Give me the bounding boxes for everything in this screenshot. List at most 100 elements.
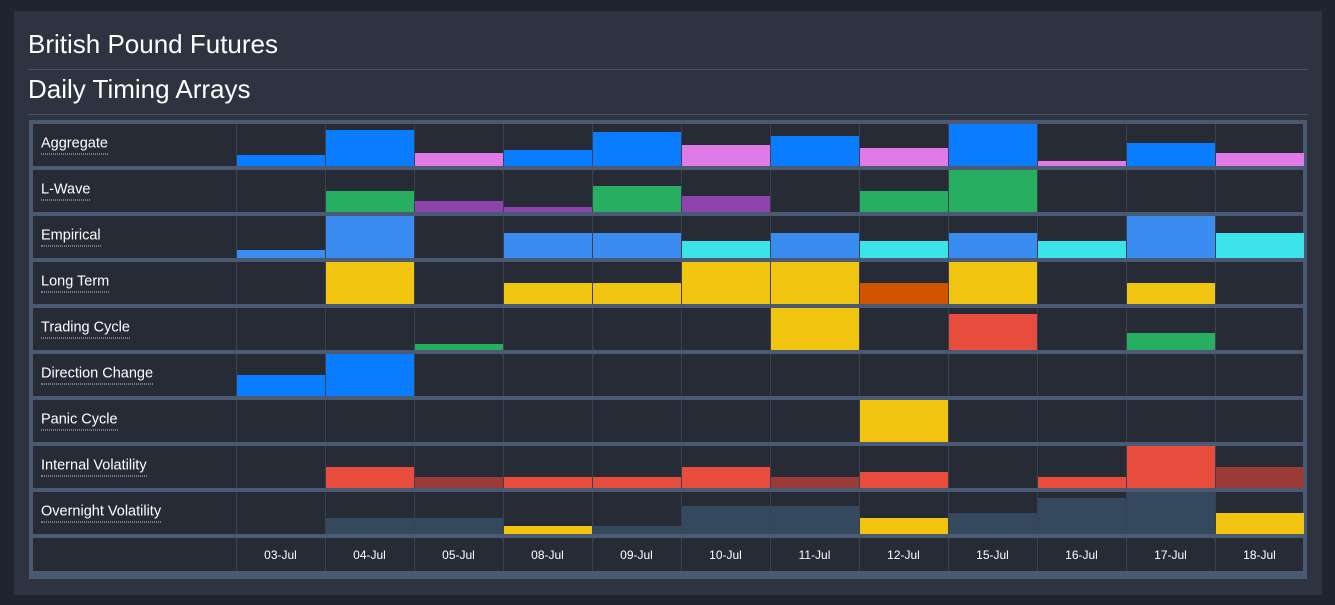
bar-overnight-volatility-17-jul[interactable] [1127,492,1215,534]
bar-overnight-volatility-09-jul[interactable] [593,526,681,534]
bar-long-term-15-jul[interactable] [949,262,1037,304]
row-label-panic-cycle[interactable]: Panic Cycle [41,412,118,431]
bar-empirical-17-jul[interactable] [1127,216,1215,258]
column-divider [1215,124,1216,166]
column-divider [681,538,682,571]
bar-internal-volatility-04-jul[interactable] [326,467,414,488]
bar-l-wave-15-jul[interactable] [949,170,1037,212]
bar-l-wave-05-jul[interactable] [415,201,503,212]
row-label-internal-volatility[interactable]: Internal Volatility [41,458,147,477]
bar-overnight-volatility-04-jul[interactable] [326,518,414,534]
bar-empirical-04-jul[interactable] [326,216,414,258]
bar-long-term-17-jul[interactable] [1127,283,1215,304]
column-divider [592,308,593,350]
column-divider [414,538,415,571]
column-divider [325,124,326,166]
bar-aggregate-18-jul[interactable] [1216,153,1304,166]
bar-long-term-10-jul[interactable] [682,262,770,304]
bar-internal-volatility-16-jul[interactable] [1038,477,1126,488]
bar-overnight-volatility-16-jul[interactable] [1038,498,1126,534]
bar-l-wave-10-jul[interactable] [682,196,770,212]
bar-l-wave-09-jul[interactable] [593,186,681,212]
column-divider [1126,308,1127,350]
bar-empirical-16-jul[interactable] [1038,241,1126,258]
bar-l-wave-04-jul[interactable] [326,191,414,212]
row-label-empirical[interactable]: Empirical [41,228,101,247]
bar-internal-volatility-08-jul[interactable] [504,477,592,488]
row-direction-change: Direction Change [33,354,1303,396]
row-label-aggregate[interactable]: Aggregate [41,136,108,155]
bar-aggregate-03-jul[interactable] [237,155,325,166]
bar-overnight-volatility-05-jul[interactable] [415,518,503,534]
bar-internal-volatility-18-jul[interactable] [1216,467,1304,488]
bar-overnight-volatility-10-jul[interactable] [682,506,770,534]
bar-trading-cycle-17-jul[interactable] [1127,333,1215,350]
bar-internal-volatility-05-jul[interactable] [415,477,503,488]
bar-empirical-08-jul[interactable] [504,233,592,258]
row-label-trading-cycle[interactable]: Trading Cycle [41,320,130,339]
bar-aggregate-04-jul[interactable] [326,130,414,166]
bar-long-term-09-jul[interactable] [593,283,681,304]
bar-internal-volatility-09-jul[interactable] [593,477,681,488]
bar-empirical-12-jul[interactable] [860,241,948,258]
row-label-l-wave[interactable]: L-Wave [41,182,91,201]
bar-empirical-18-jul[interactable] [1216,233,1304,258]
bar-overnight-volatility-12-jul[interactable] [860,518,948,534]
bar-aggregate-12-jul[interactable] [860,148,948,166]
column-divider [503,538,504,571]
column-divider [770,492,771,534]
column-divider [236,216,237,258]
bar-l-wave-08-jul[interactable] [504,207,592,212]
bar-empirical-15-jul[interactable] [949,233,1037,258]
bar-internal-volatility-11-jul[interactable] [771,477,859,488]
bar-trading-cycle-11-jul[interactable] [771,308,859,350]
x-tick-label: 11-Jul [798,547,831,562]
bar-panic-cycle-12-jul[interactable] [860,400,948,442]
bar-aggregate-15-jul[interactable] [949,124,1037,166]
subtitle-divider [28,114,1308,115]
bar-aggregate-16-jul[interactable] [1038,161,1126,166]
bar-overnight-volatility-15-jul[interactable] [949,513,1037,534]
bar-overnight-volatility-18-jul[interactable] [1216,513,1304,534]
bar-aggregate-09-jul[interactable] [593,132,681,166]
bar-direction-change-04-jul[interactable] [326,354,414,396]
bar-aggregate-08-jul[interactable] [504,150,592,166]
row-label-overnight-volatility[interactable]: Overnight Volatility [41,504,162,523]
bar-overnight-volatility-11-jul[interactable] [771,506,859,534]
bar-aggregate-10-jul[interactable] [682,145,770,166]
column-divider [236,308,237,350]
column-divider [948,446,949,488]
bar-overnight-volatility-08-jul[interactable] [504,526,592,534]
bar-trading-cycle-15-jul[interactable] [949,314,1037,350]
column-divider [325,216,326,258]
timing-array-grid: Aggregate L-Wave Empirical Long Term Trading… [29,120,1307,579]
bar-l-wave-12-jul[interactable] [860,191,948,212]
column-divider [1126,216,1127,258]
row-label-direction-change[interactable]: Direction Change [41,366,154,385]
bar-aggregate-17-jul[interactable] [1127,143,1215,166]
bar-aggregate-05-jul[interactable] [415,153,503,166]
bar-long-term-12-jul[interactable] [860,283,948,304]
bar-long-term-04-jul[interactable] [326,262,414,304]
bar-empirical-03-jul[interactable] [237,250,325,258]
row-label-long-term[interactable]: Long Term [41,274,110,293]
bar-long-term-11-jul[interactable] [771,262,859,304]
column-divider [414,262,415,304]
bar-trading-cycle-05-jul[interactable] [415,344,503,350]
bar-empirical-09-jul[interactable] [593,233,681,258]
bar-empirical-10-jul[interactable] [682,241,770,258]
x-tick-label: 09-Jul [620,547,653,562]
bar-internal-volatility-17-jul[interactable] [1127,446,1215,488]
bar-empirical-11-jul[interactable] [771,233,859,258]
bar-internal-volatility-12-jul[interactable] [860,472,948,488]
column-divider [770,262,771,304]
bar-direction-change-03-jul[interactable] [237,375,325,396]
x-tick-label: 16-Jul [1065,547,1098,562]
bar-aggregate-11-jul[interactable] [771,136,859,166]
bar-internal-volatility-10-jul[interactable] [682,467,770,488]
column-divider [236,400,237,442]
column-divider [414,124,415,166]
column-divider [859,216,860,258]
bar-long-term-08-jul[interactable] [504,283,592,304]
column-divider [948,262,949,304]
